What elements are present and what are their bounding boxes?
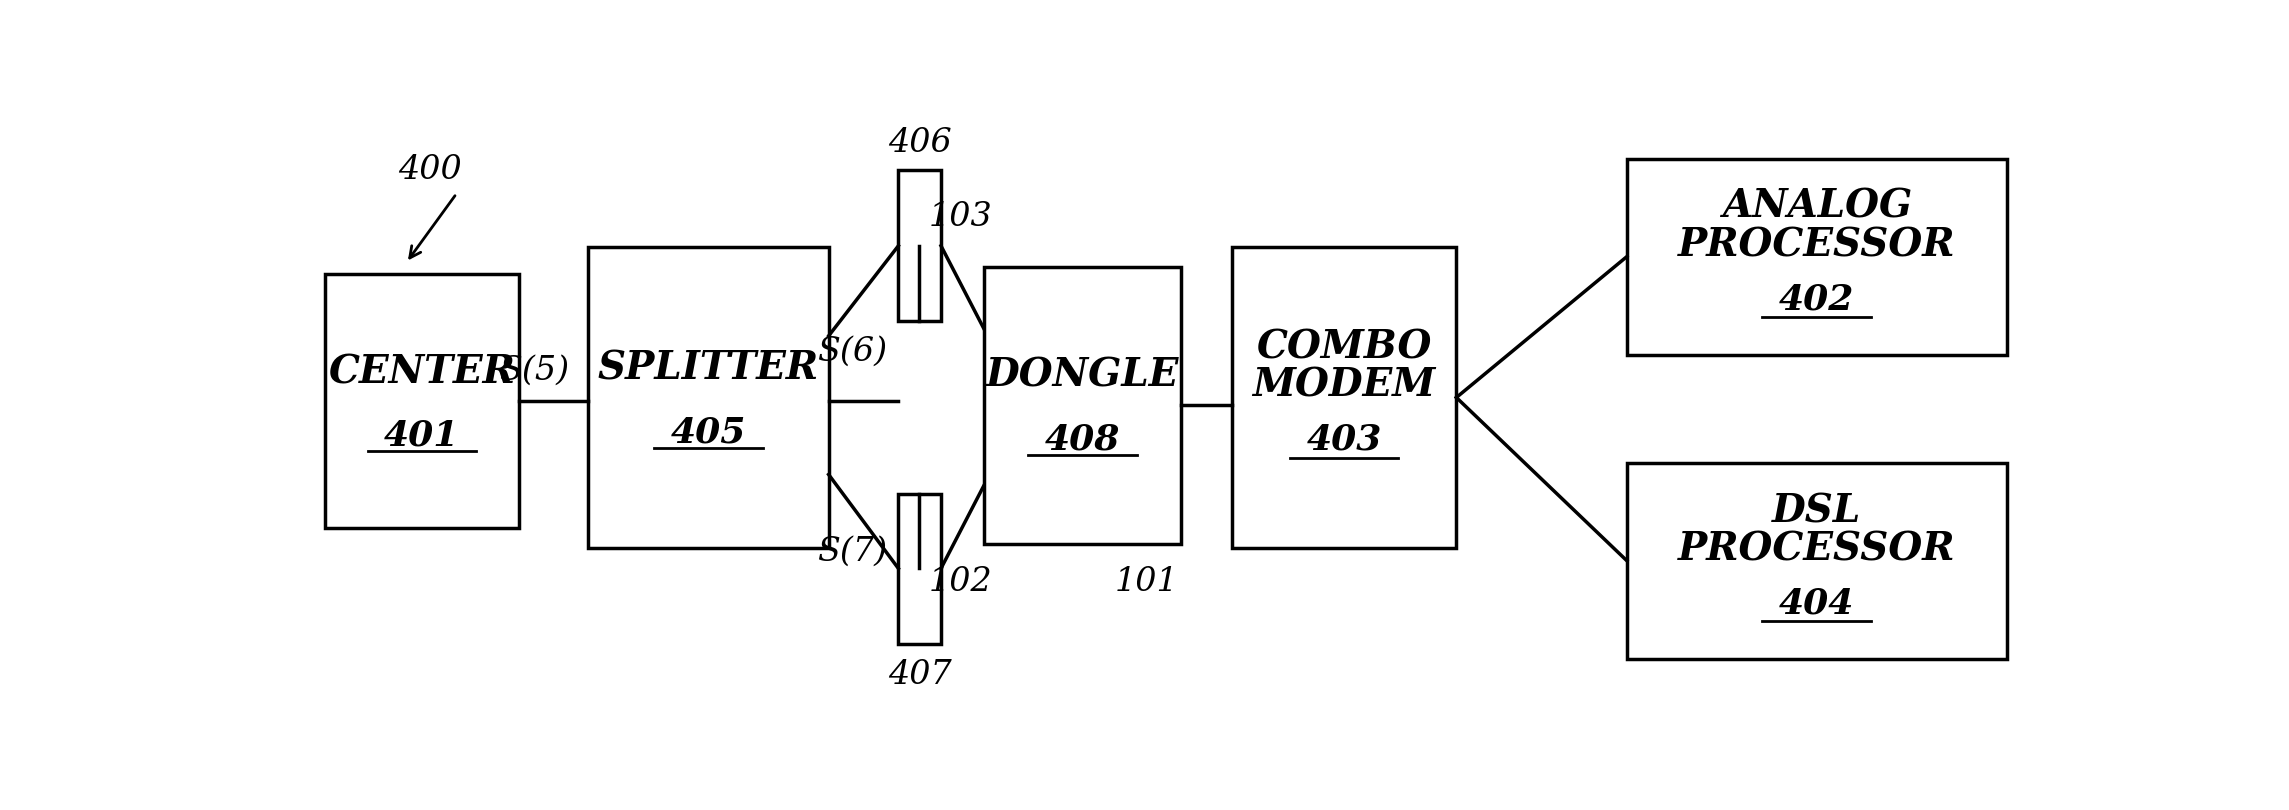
Text: DONGLE: DONGLE xyxy=(987,357,1179,395)
Text: SPLITTER: SPLITTER xyxy=(597,349,819,387)
Bar xyxy=(1627,463,2007,659)
Text: S(5): S(5) xyxy=(499,355,570,386)
Text: PROCESSOR: PROCESSOR xyxy=(1678,227,1955,264)
Text: S(6): S(6) xyxy=(817,335,886,367)
Text: 401: 401 xyxy=(385,419,460,453)
Text: PROCESSOR: PROCESSOR xyxy=(1678,531,1955,569)
Text: 405: 405 xyxy=(671,416,746,450)
Text: 406: 406 xyxy=(888,127,952,160)
Text: ANALOG: ANALOG xyxy=(1721,188,1911,226)
Text: 403: 403 xyxy=(1307,423,1383,457)
Bar xyxy=(325,275,520,528)
Bar xyxy=(1231,247,1456,548)
Text: MODEM: MODEM xyxy=(1252,367,1435,405)
Bar xyxy=(897,494,941,644)
Bar xyxy=(897,170,941,321)
Text: 407: 407 xyxy=(888,659,952,691)
Text: 408: 408 xyxy=(1044,423,1119,457)
Bar xyxy=(588,247,829,548)
Bar xyxy=(984,266,1181,544)
Text: 103: 103 xyxy=(929,201,991,232)
Text: 404: 404 xyxy=(1779,586,1854,620)
Bar xyxy=(1627,159,2007,355)
Text: 402: 402 xyxy=(1779,283,1854,317)
Text: S(7): S(7) xyxy=(817,535,886,568)
Text: 102: 102 xyxy=(929,566,991,599)
Text: 101: 101 xyxy=(1115,566,1179,599)
Text: DSL: DSL xyxy=(1772,492,1861,530)
Text: CENTER: CENTER xyxy=(327,353,515,391)
Text: 400: 400 xyxy=(398,155,462,186)
Text: COMBO: COMBO xyxy=(1257,328,1431,366)
